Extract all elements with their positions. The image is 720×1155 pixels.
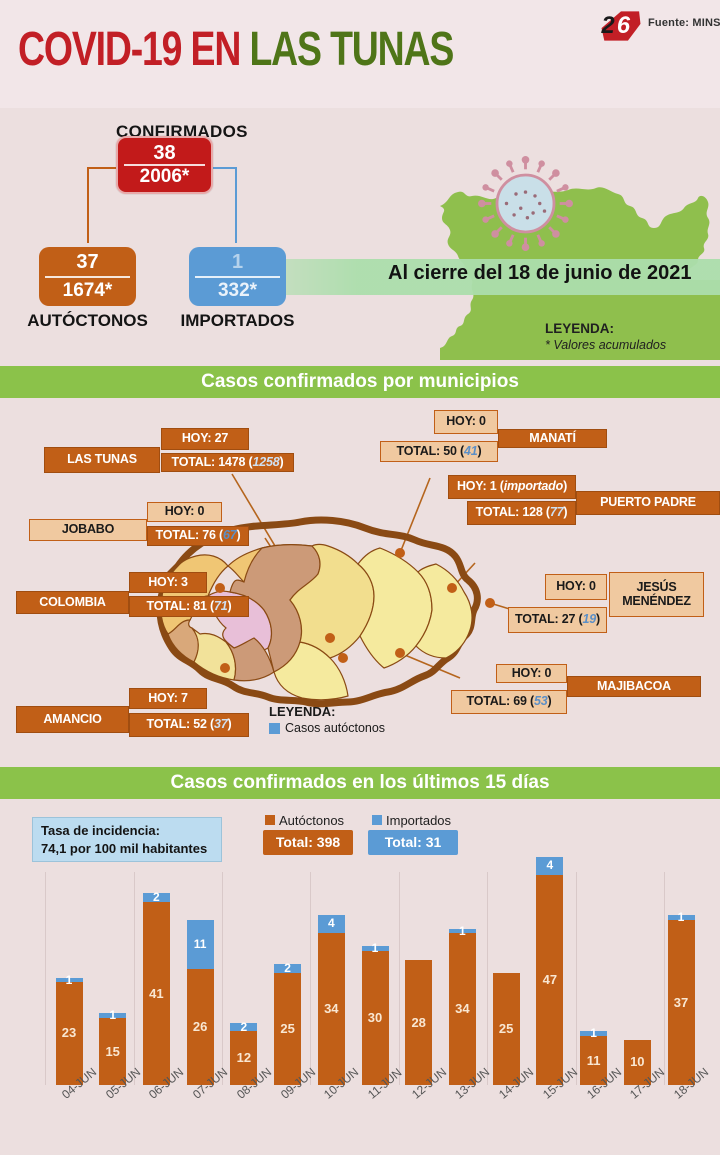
svg-text:6: 6 (617, 13, 631, 39)
svg-text:2: 2 (601, 13, 615, 39)
